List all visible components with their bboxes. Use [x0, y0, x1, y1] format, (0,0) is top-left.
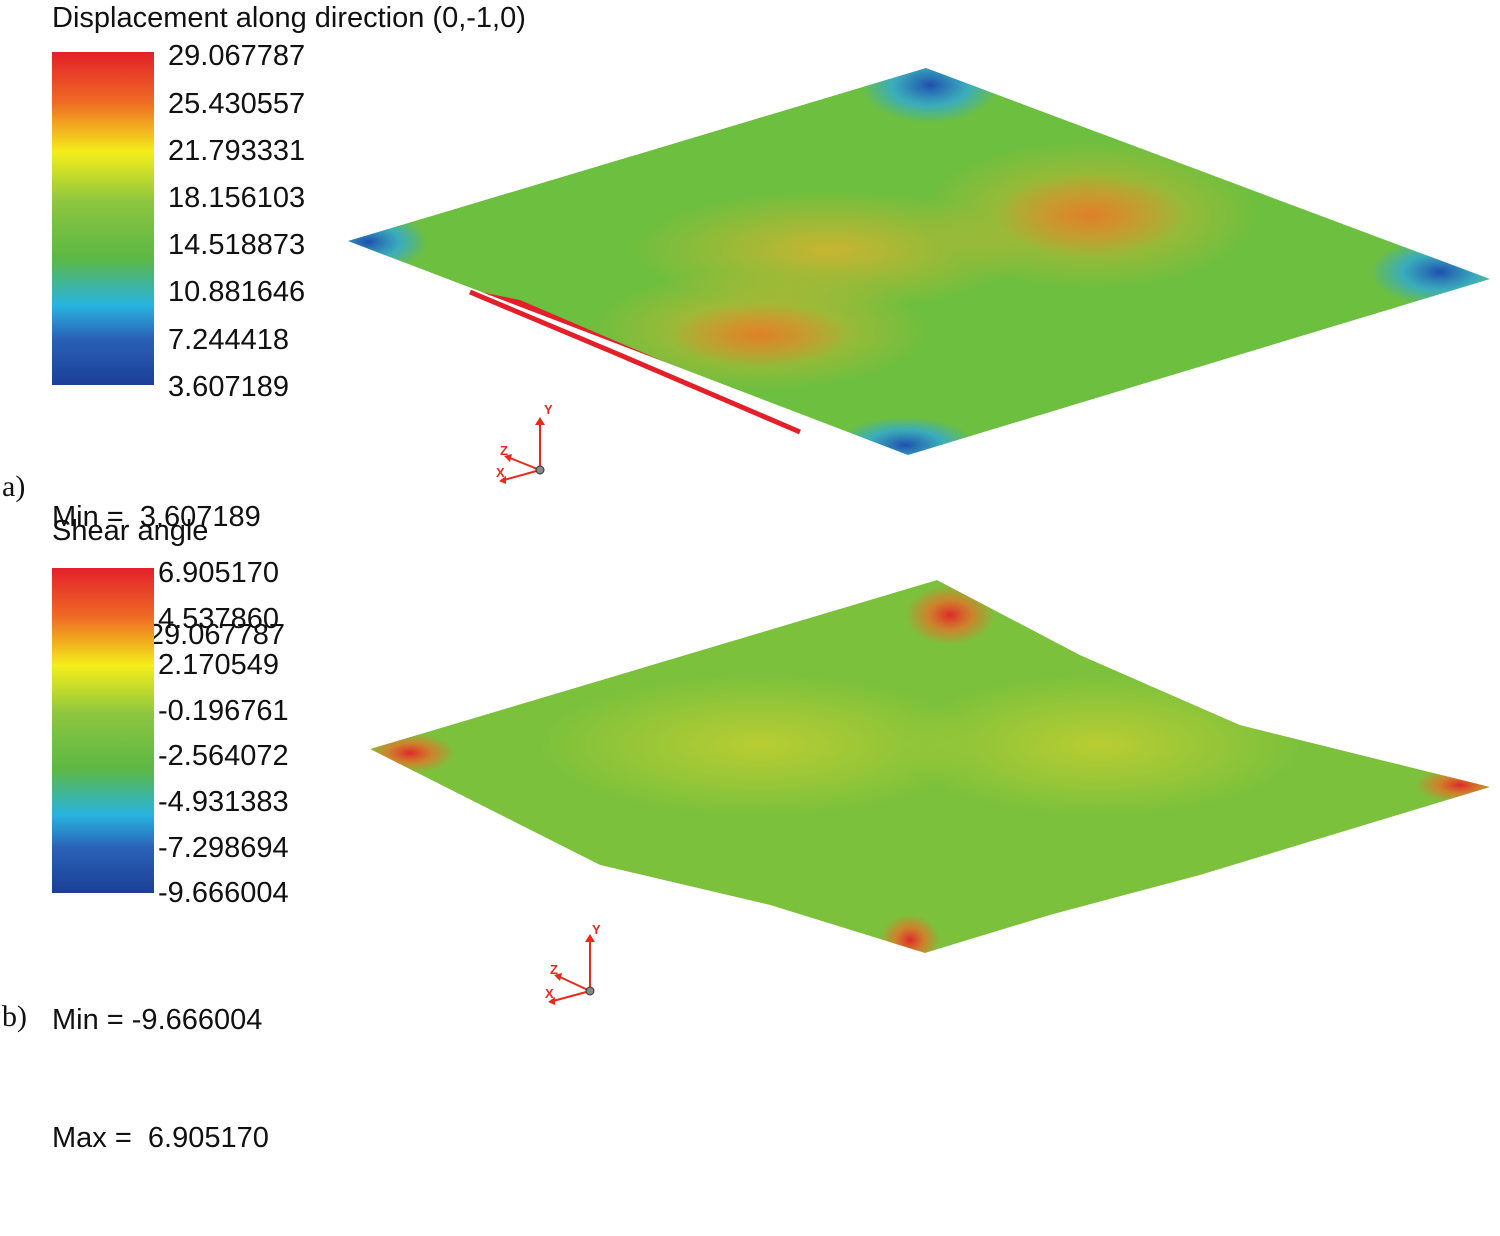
displacement-sheet [348, 68, 1490, 455]
displacement-surface-plot: Y Z X [52, 52, 1490, 484]
axis-y-label: Y [592, 922, 601, 937]
scale-label: 10.881646 [168, 276, 306, 308]
axis-triad-b: Y Z X [545, 922, 601, 1005]
max-value: Max = 6.905170 [52, 1121, 269, 1154]
axis-x-label: X [545, 986, 554, 1001]
shear-colorbar [52, 568, 154, 893]
axis-triad-a: Y Z X [496, 402, 553, 484]
scale-label: -0.196761 [158, 695, 289, 727]
red-edge-strip [469, 289, 801, 435]
scale-label: 6.905170 [158, 557, 279, 589]
min-value: Min = -9.666004 [52, 1004, 263, 1037]
scale-label: 14.518873 [168, 229, 306, 261]
scale-label: 25.430557 [168, 88, 306, 120]
shear-angle-surface-plot: Y Z X [52, 568, 1490, 1005]
scale-label: 2.170549 [158, 649, 279, 681]
scale-label: -9.666004 [158, 877, 289, 909]
axis-z-label: Z [500, 443, 508, 458]
scale-label: -2.564072 [158, 740, 289, 772]
axis-x-label: X [496, 465, 505, 480]
panel-a-title: Displacement along direction (0,-1,0) [52, 2, 526, 34]
axis-z-label: Z [550, 962, 558, 977]
scale-label: 3.607189 [168, 371, 289, 403]
displacement-colorbar [52, 52, 154, 385]
shear-sheet [370, 580, 1490, 953]
min-value: Min = 3.607189 [52, 501, 261, 534]
axis-y-label: Y [544, 402, 553, 417]
scale-label: 21.793331 [168, 135, 306, 167]
scale-label: 7.244418 [168, 324, 289, 356]
panel-b-label: b) [2, 1000, 27, 1033]
scale-label: -4.931383 [158, 786, 289, 818]
panel-b: Y Z X Shear angle 6.905170 4.537860 2.17… [0, 515, 1500, 1154]
panel-b-minmax: Min = -9.666004 Max = 6.905170 [52, 923, 269, 1236]
scale-label: 4.537860 [158, 603, 279, 635]
scale-label: -7.298694 [158, 832, 289, 864]
scale-label: 18.156103 [168, 182, 306, 214]
panel-b-title: Shear angle [52, 515, 209, 547]
panel-a-label: a) [2, 470, 26, 503]
panel-a: Y Z X Displacement along direction (0,-1… [0, 0, 1500, 651]
scale-label: 29.067787 [168, 40, 306, 72]
